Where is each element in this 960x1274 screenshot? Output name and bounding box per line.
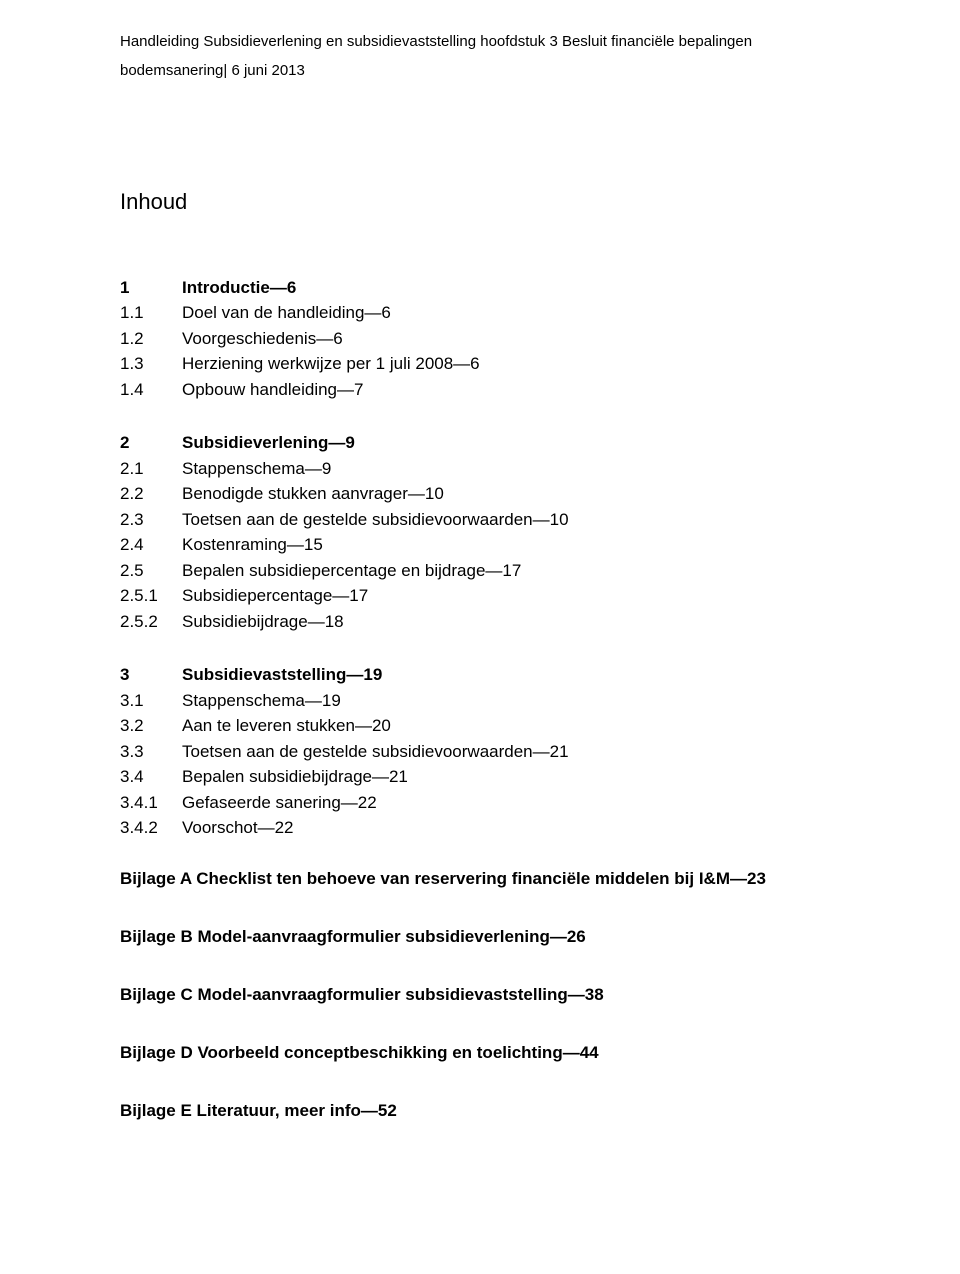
toc-text: Voorschot—22	[182, 815, 294, 841]
toc-section-2: 2 Subsidieverlening—9 2.1Stappenschema—9…	[120, 430, 840, 634]
toc-heading: 2 Subsidieverlening—9	[120, 430, 840, 456]
appendix-d: Bijlage D Voorbeeld conceptbeschikking e…	[120, 1043, 840, 1063]
toc-text: Subsidiepercentage—17	[182, 583, 368, 609]
toc-text: Doel van de handleiding—6	[182, 300, 391, 326]
toc-num: 1.3	[120, 351, 182, 377]
toc-text: Aan te leveren stukken—20	[182, 713, 391, 739]
toc-num: 1.1	[120, 300, 182, 326]
toc-text: Gefaseerde sanering—22	[182, 790, 377, 816]
toc-row: 2.5.2Subsidiebijdrage—18	[120, 609, 840, 635]
appendix-c: Bijlage C Model-aanvraagformulier subsid…	[120, 985, 840, 1005]
document-page: Handleiding Subsidieverlening en subsidi…	[0, 0, 960, 1274]
toc-num: 3.4.1	[120, 790, 182, 816]
toc-row: 1.3Herziening werkwijze per 1 juli 2008—…	[120, 351, 840, 377]
toc-num: 2.4	[120, 532, 182, 558]
toc-text: Opbouw handleiding—7	[182, 377, 363, 403]
toc-heading: 1 Introductie—6	[120, 275, 840, 301]
toc-text: Stappenschema—19	[182, 688, 341, 714]
toc-row: 2.2Benodigde stukken aanvrager—10	[120, 481, 840, 507]
toc-text: Voorgeschiedenis—6	[182, 326, 343, 352]
toc-row: 1.1Doel van de handleiding—6	[120, 300, 840, 326]
toc-num: 1	[120, 275, 182, 301]
toc-row: 3.4.2Voorschot—22	[120, 815, 840, 841]
toc-num: 2.1	[120, 456, 182, 482]
toc-num: 2.5.1	[120, 583, 182, 609]
toc-section-3: 3 Subsidievaststelling—19 3.1Stappensche…	[120, 662, 840, 841]
toc-text: Herziening werkwijze per 1 juli 2008—6	[182, 351, 480, 377]
toc-row: 2.4Kostenraming—15	[120, 532, 840, 558]
toc-row: 3.2Aan te leveren stukken—20	[120, 713, 840, 739]
toc-section-1: 1 Introductie—6 1.1Doel van de handleidi…	[120, 275, 840, 403]
header-title: Handleiding Subsidieverlening en subsidi…	[120, 32, 840, 52]
toc-text: Introductie—6	[182, 275, 296, 301]
toc-row: 1.2Voorgeschiedenis—6	[120, 326, 840, 352]
toc-num: 3	[120, 662, 182, 688]
toc-text: Toetsen aan de gestelde subsidievoorwaar…	[182, 739, 569, 765]
toc-row: 2.3Toetsen aan de gestelde subsidievoorw…	[120, 507, 840, 533]
toc-num: 1.4	[120, 377, 182, 403]
toc-text: Kostenraming—15	[182, 532, 323, 558]
toc-text: Stappenschema—9	[182, 456, 331, 482]
toc-row: 3.4.1Gefaseerde sanering—22	[120, 790, 840, 816]
toc-row: 1.4Opbouw handleiding—7	[120, 377, 840, 403]
toc-text: Subsidievaststelling—19	[182, 662, 382, 688]
toc-num: 2.3	[120, 507, 182, 533]
toc-num: 3.2	[120, 713, 182, 739]
toc-text: Benodigde stukken aanvrager—10	[182, 481, 444, 507]
toc-num: 3.4.2	[120, 815, 182, 841]
toc-text: Subsidiebijdrage—18	[182, 609, 344, 635]
appendix-b: Bijlage B Model-aanvraagformulier subsid…	[120, 927, 840, 947]
toc-num: 3.4	[120, 764, 182, 790]
toc-row: 3.3Toetsen aan de gestelde subsidievoorw…	[120, 739, 840, 765]
toc-text: Toetsen aan de gestelde subsidievoorwaar…	[182, 507, 569, 533]
toc-row: 3.1Stappenschema—19	[120, 688, 840, 714]
toc-row: 2.5Bepalen subsidiepercentage en bijdrag…	[120, 558, 840, 584]
appendix-e: Bijlage E Literatuur, meer info—52	[120, 1101, 840, 1121]
toc-num: 2.2	[120, 481, 182, 507]
page-title: Inhoud	[120, 189, 840, 215]
toc-row: 3.4Bepalen subsidiebijdrage—21	[120, 764, 840, 790]
toc-heading: 3 Subsidievaststelling—19	[120, 662, 840, 688]
toc-num: 2.5	[120, 558, 182, 584]
toc-num: 3.1	[120, 688, 182, 714]
toc-num: 2	[120, 430, 182, 456]
toc-row: 2.1Stappenschema—9	[120, 456, 840, 482]
toc-num: 3.3	[120, 739, 182, 765]
toc-text: Bepalen subsidiebijdrage—21	[182, 764, 408, 790]
toc-num: 2.5.2	[120, 609, 182, 635]
toc-text: Subsidieverlening—9	[182, 430, 355, 456]
header-subtitle: bodemsanering| 6 juni 2013	[120, 62, 840, 79]
toc-num: 1.2	[120, 326, 182, 352]
toc-row: 2.5.1Subsidiepercentage—17	[120, 583, 840, 609]
appendix-a: Bijlage A Checklist ten behoeve van rese…	[120, 869, 840, 889]
toc-text: Bepalen subsidiepercentage en bijdrage—1…	[182, 558, 521, 584]
